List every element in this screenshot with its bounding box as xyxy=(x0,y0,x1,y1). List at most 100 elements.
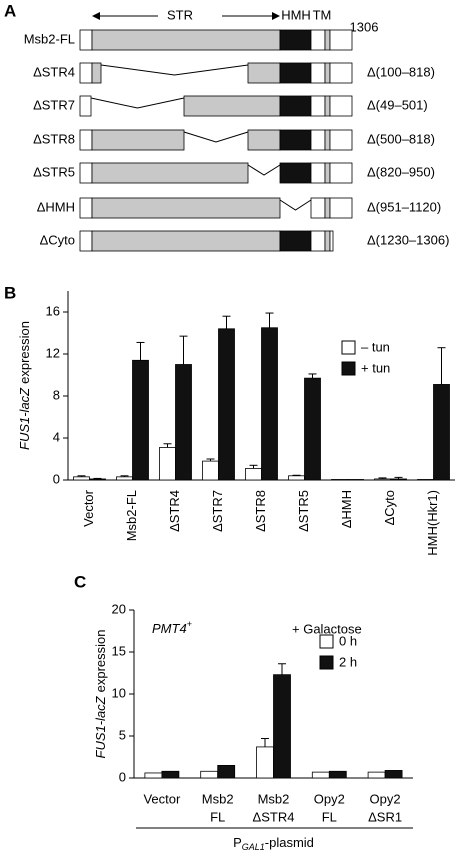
domain-box xyxy=(247,129,281,151)
y-label-gene: FUS1-lacZ xyxy=(17,387,32,450)
bar xyxy=(159,447,176,481)
domain-box xyxy=(329,197,353,219)
construct-name: ΔSTR5 xyxy=(33,164,75,179)
arrow-head xyxy=(92,12,100,20)
deletion-link xyxy=(247,164,281,176)
deletion-label: Δ(500–818) xyxy=(367,131,435,146)
domain-box xyxy=(329,162,353,184)
y-tick-label: 5 xyxy=(119,727,126,742)
deletion-label: Δ(820–950) xyxy=(367,164,435,179)
domain-label: STR xyxy=(167,7,193,22)
domain-box xyxy=(247,62,281,84)
bar xyxy=(374,478,391,481)
bar xyxy=(328,770,347,779)
y-tick-label: 16 xyxy=(46,303,60,318)
length-label: 1306 xyxy=(350,19,379,34)
bar xyxy=(218,328,235,481)
y-label-text: expression xyxy=(17,321,32,384)
domain-label: TM xyxy=(313,7,332,22)
y-tick-label: 8 xyxy=(53,387,60,402)
group-text: P xyxy=(233,835,242,850)
bar xyxy=(116,476,133,481)
domain-box xyxy=(79,29,93,51)
construct-name: Msb2-FL xyxy=(24,31,75,46)
x-tick-label: Vector xyxy=(81,489,96,527)
bar xyxy=(367,771,386,779)
domain-box xyxy=(310,230,326,252)
x-tick-label: Msb2-FL xyxy=(124,490,139,541)
domain-box xyxy=(310,197,326,219)
y-tick-label: 20 xyxy=(112,601,126,616)
deletion-label: Δ(49–501) xyxy=(367,97,428,112)
domain-box xyxy=(324,162,331,184)
domain-box xyxy=(329,62,353,84)
x-tick-label: ΔCyto xyxy=(382,490,397,525)
x-tick-label: Msb2 xyxy=(202,791,234,806)
domain-box xyxy=(310,162,326,184)
deletion-label: Δ(1230–1306) xyxy=(367,232,449,247)
domain-box xyxy=(91,29,281,51)
y-tick-label: 4 xyxy=(53,429,60,444)
domain-box xyxy=(91,197,281,219)
x-tick-label: ΔSTR5 xyxy=(296,490,311,532)
bar xyxy=(73,476,90,481)
legend-label: 0 h xyxy=(339,633,357,648)
strain-sup: + xyxy=(187,619,192,629)
domain-box xyxy=(279,29,312,51)
legend-label: 2 h xyxy=(339,654,357,669)
legend-swatch xyxy=(319,655,334,670)
domain-box xyxy=(324,95,331,117)
strain-name: PMT4 xyxy=(152,621,187,636)
domain-box xyxy=(329,29,353,51)
y-label-gene: FUS1-lacZ xyxy=(93,695,108,758)
construct-name: ΔSTR7 xyxy=(33,97,75,112)
x-tick-label: ΔSR1 xyxy=(368,809,402,824)
construct-name: ΔSTR8 xyxy=(33,131,75,146)
domain-box xyxy=(310,62,326,84)
deletion-link xyxy=(183,131,249,143)
domain-box xyxy=(91,129,185,151)
y-axis-label: FUS1-lacZ expression xyxy=(93,630,108,759)
legend-swatch xyxy=(341,340,356,355)
domain-box xyxy=(324,197,331,219)
bar xyxy=(256,746,274,779)
legend-label: + tun xyxy=(361,360,390,375)
domain-box xyxy=(324,129,331,151)
y-tick-label: 12 xyxy=(46,345,60,360)
domain-box xyxy=(324,230,331,252)
y-tick-label: 10 xyxy=(112,685,126,700)
bar xyxy=(202,460,219,481)
deletion-label: Δ(951–1120) xyxy=(367,199,441,214)
domain-box xyxy=(79,62,93,84)
y-tick-label: 0 xyxy=(119,769,126,784)
y-tick-label: 0 xyxy=(53,471,60,486)
arrow-head xyxy=(272,12,280,20)
legend-label: – tun xyxy=(361,339,390,354)
legend-swatch xyxy=(341,361,356,376)
bar xyxy=(273,674,291,779)
domain-box xyxy=(279,162,312,184)
x-tick-label: Msb2 xyxy=(258,791,290,806)
bar xyxy=(161,770,180,779)
bar xyxy=(217,765,236,779)
domain-box xyxy=(79,230,93,252)
domain-box xyxy=(329,95,353,117)
x-tick-label: FL xyxy=(322,809,337,824)
panel-label: B xyxy=(4,283,16,302)
domain-box xyxy=(183,95,281,117)
bar xyxy=(311,771,330,779)
x-tick-label: ΔSTR8 xyxy=(253,490,268,532)
bar xyxy=(384,770,403,779)
domain-box xyxy=(79,129,93,151)
domain-box xyxy=(79,197,93,219)
domain-box xyxy=(79,162,93,184)
y-tick-label: 15 xyxy=(112,643,126,658)
x-tick-label: Opy2 xyxy=(370,791,401,806)
domain-box xyxy=(324,29,331,51)
bar xyxy=(347,479,364,481)
domain-box xyxy=(329,230,334,252)
deletion-link xyxy=(90,97,185,109)
x-tick-label: Vector xyxy=(143,791,181,806)
bar xyxy=(144,772,163,779)
